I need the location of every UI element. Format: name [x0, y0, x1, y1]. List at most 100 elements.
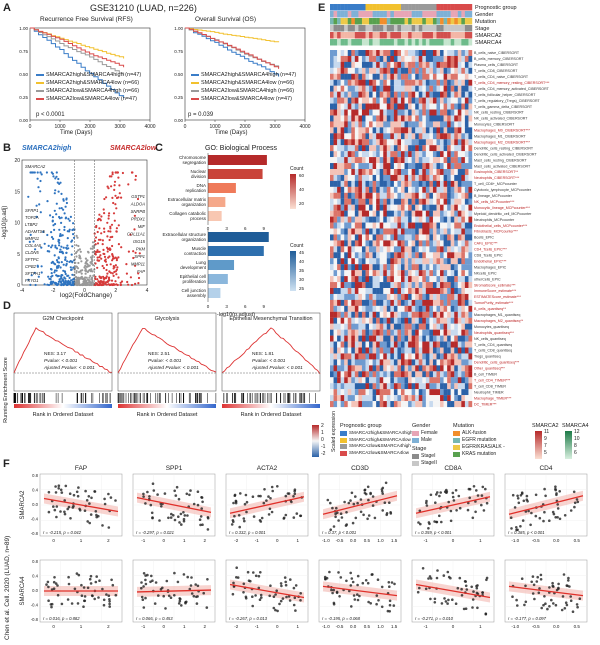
- heatmap-cell: [425, 359, 430, 366]
- scatter-point: [462, 607, 466, 611]
- scatter-stat-label: r = -0.195, p = 0.068: [322, 616, 361, 621]
- km-legend-item: SMARCA2high&SMARCA4high (n=47): [191, 72, 296, 78]
- scatter-point: [287, 595, 291, 598]
- heatmap-cell: [443, 270, 448, 277]
- volcano-point: [57, 257, 60, 260]
- heatmap-cell: [468, 377, 473, 384]
- volcano-point: [49, 278, 52, 281]
- heatmap-cell: [390, 180, 395, 187]
- heatmap-cell: [333, 85, 338, 92]
- heatmap-cell: [351, 299, 356, 306]
- heatmap-row-label: T_cells_gamma_delta_CIBERSORT: [474, 105, 533, 109]
- scatter-point: [182, 573, 186, 576]
- scatter-point: [57, 484, 61, 487]
- scatter-col-title: CD8A: [444, 465, 462, 472]
- heatmap-cell: [386, 139, 391, 146]
- heatmap-cell: [383, 222, 387, 229]
- scatter-point: [281, 597, 285, 600]
- heatmap-cell: [330, 121, 334, 128]
- scatter-point: [480, 503, 483, 507]
- heatmap-cell: [365, 85, 370, 92]
- volcano-point: [133, 228, 136, 231]
- heatmap-cell: [376, 204, 380, 211]
- scatter-point: [293, 596, 297, 600]
- heatmap-cell: [347, 121, 352, 128]
- heatmap-cell: [404, 365, 409, 372]
- heatmap-cell: [447, 341, 451, 348]
- scatter-point: [522, 499, 526, 503]
- heatmap-cell: [457, 383, 462, 390]
- heatmap-cell: [464, 240, 469, 247]
- heatmap-cell: [376, 180, 380, 187]
- heatmap-row-label: T_cell_CD8+_MCPcounter: [474, 182, 518, 186]
- heatmap-cell: [358, 258, 363, 265]
- heatmap-cell: [429, 383, 434, 390]
- scatter-point: [435, 520, 438, 524]
- heatmap-cell: [468, 264, 473, 271]
- heatmap-cell: [454, 264, 458, 271]
- heatmap-row-label: Other_quantiseq***: [474, 367, 505, 371]
- heatmap-cell: [397, 359, 402, 366]
- scatter-point: [328, 570, 331, 574]
- heatmap-cell: [393, 270, 398, 277]
- volcano-point: [67, 282, 70, 285]
- heatmap-cell: [354, 246, 359, 253]
- heatmap-cell: [432, 389, 437, 396]
- heatmap-cell: [376, 210, 380, 217]
- heatmap-cell: [383, 204, 387, 211]
- heatmap-cell: [390, 377, 395, 384]
- scatter-point: [451, 491, 455, 495]
- heatmap-cell: [440, 73, 444, 80]
- heatmap-cell: [440, 377, 444, 384]
- heatmap-cell: [376, 341, 380, 348]
- volcano-point: [61, 252, 65, 255]
- volcano-point: [39, 211, 42, 214]
- heatmap-cell: [447, 216, 451, 223]
- heatmap-cell: [393, 169, 398, 176]
- volcano-point: [107, 217, 110, 220]
- heatmap-cell: [432, 395, 437, 402]
- heatmap-cell: [390, 347, 395, 354]
- heatmap-row-label: NK_cells_MCPcounter***: [474, 200, 515, 204]
- heatmap-cell: [358, 329, 363, 336]
- heatmap-cell: [372, 67, 377, 74]
- heatmap-cell: [369, 401, 373, 408]
- volcano-plot: -4 -2 0 2 405101520-log10(p.adj)SMARCA2SFRP1…: [2, 158, 149, 294]
- heatmap-cell: [347, 157, 352, 164]
- heatmap-cell: [432, 311, 437, 318]
- heatmap-cell: [397, 383, 402, 390]
- heatmap-row-label: Tregs_quantiseq: [474, 355, 501, 359]
- heatmap-cell: [440, 234, 444, 241]
- scatter-point: [232, 581, 235, 585]
- heatmap-cell: [351, 67, 356, 74]
- volcano-point: [100, 215, 103, 218]
- scatter-point: [343, 500, 346, 504]
- heatmap-cell: [330, 157, 334, 164]
- heatmap-cell: [344, 67, 348, 74]
- heatmap-cell: [432, 139, 437, 146]
- volcano-point: [129, 233, 132, 236]
- heatmap-cell: [464, 293, 469, 300]
- scatter-point: [83, 509, 87, 512]
- heatmap-cell: [386, 67, 391, 74]
- scatter-point: [438, 514, 441, 518]
- heatmap-cell: [379, 264, 384, 271]
- heatmap-cell: [447, 186, 451, 193]
- heatmap-cell: [461, 293, 466, 300]
- heatmap-cell: [361, 115, 366, 122]
- scatter-point: [177, 497, 181, 501]
- heatmap-cell: [408, 222, 412, 229]
- scatter-point: [259, 494, 262, 498]
- heatmap-cell: [464, 163, 469, 170]
- scatter-point: [268, 507, 272, 511]
- heatmap-annotation-cell: [468, 39, 473, 46]
- heatmap-cell: [340, 180, 345, 187]
- heatmap-cell: [383, 186, 387, 193]
- heatmap-annotation-cell: [432, 18, 437, 25]
- heatmap-cell: [376, 240, 380, 247]
- heatmap-cell: [340, 210, 345, 217]
- volcano-point: [36, 264, 39, 267]
- heatmap-cell: [369, 115, 373, 122]
- heatmap-cell: [461, 157, 466, 164]
- heatmap-cell: [351, 204, 356, 211]
